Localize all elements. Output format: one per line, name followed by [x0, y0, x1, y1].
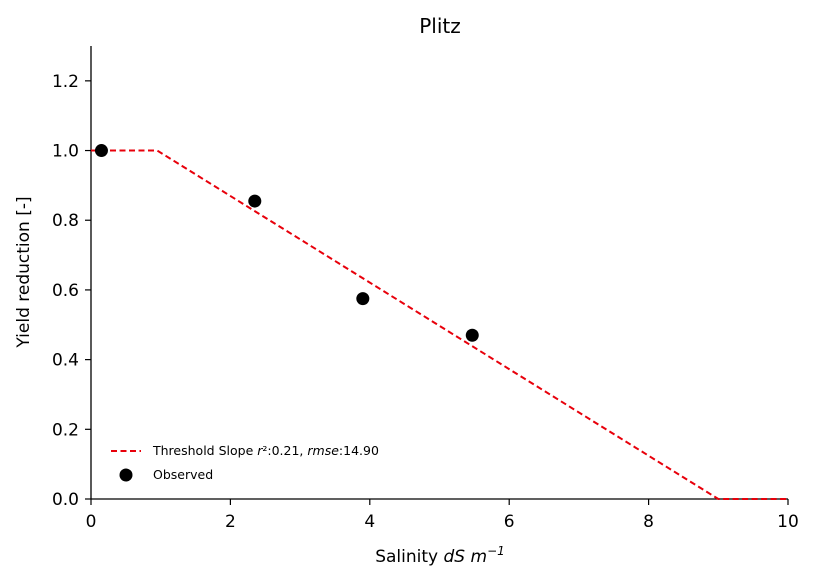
legend-label-r2-value: ²:0.21,	[262, 443, 307, 458]
y-tick-label: 1.2	[52, 72, 79, 92]
y-tick-label: 0.4	[52, 351, 79, 371]
observed-point	[248, 194, 262, 208]
legend-label-threshold-slope: Threshold Slope r²:0.21, rmse:14.90	[152, 443, 379, 458]
observed-point	[465, 328, 479, 342]
observed-point	[94, 144, 108, 158]
legend: Threshold Slope r²:0.21, rmse:14.90 Obse…	[111, 443, 379, 482]
legend-marker-swatch	[119, 468, 133, 482]
chart-title: Plitz	[419, 14, 461, 38]
legend-label-observed: Observed	[153, 467, 213, 482]
axes	[90, 46, 788, 500]
y-axis-label: Yield reduction [-]	[14, 196, 34, 348]
y-ticks: 0.0 0.2 0.4 0.6 0.8 1.0 1.2	[52, 72, 91, 510]
plot-area	[91, 144, 788, 500]
observed-point	[356, 292, 370, 306]
x-tick-label: 8	[643, 512, 654, 532]
legend-label-prefix: Threshold Slope	[152, 443, 257, 458]
threshold-slope-line	[91, 149, 788, 500]
legend-label-r: r	[257, 443, 263, 458]
legend-label-rmse: rmse	[307, 443, 339, 458]
x-tick-label: 6	[504, 512, 515, 532]
x-axis-label: Salinity dS m−1	[375, 544, 505, 567]
y-tick-label: 0.2	[52, 420, 79, 440]
y-tick-label: 0.6	[52, 281, 79, 301]
x-axis-label-prefix: Salinity	[375, 547, 443, 567]
x-tick-label: 10	[777, 512, 799, 532]
x-axis-label-units: dS m	[444, 547, 488, 567]
y-tick-label: 0.0	[52, 490, 79, 510]
x-tick-label: 2	[225, 512, 236, 532]
y-tick-label: 1.0	[52, 142, 79, 162]
x-tick-label: 4	[364, 512, 375, 532]
legend-label-rmse-value: :14.90	[339, 443, 379, 458]
x-ticks: 0 2 4 6 8 10	[86, 499, 799, 532]
x-tick-label: 0	[86, 512, 97, 532]
x-axis-label-exponent: −1	[487, 544, 505, 558]
y-tick-label: 0.8	[52, 211, 79, 231]
